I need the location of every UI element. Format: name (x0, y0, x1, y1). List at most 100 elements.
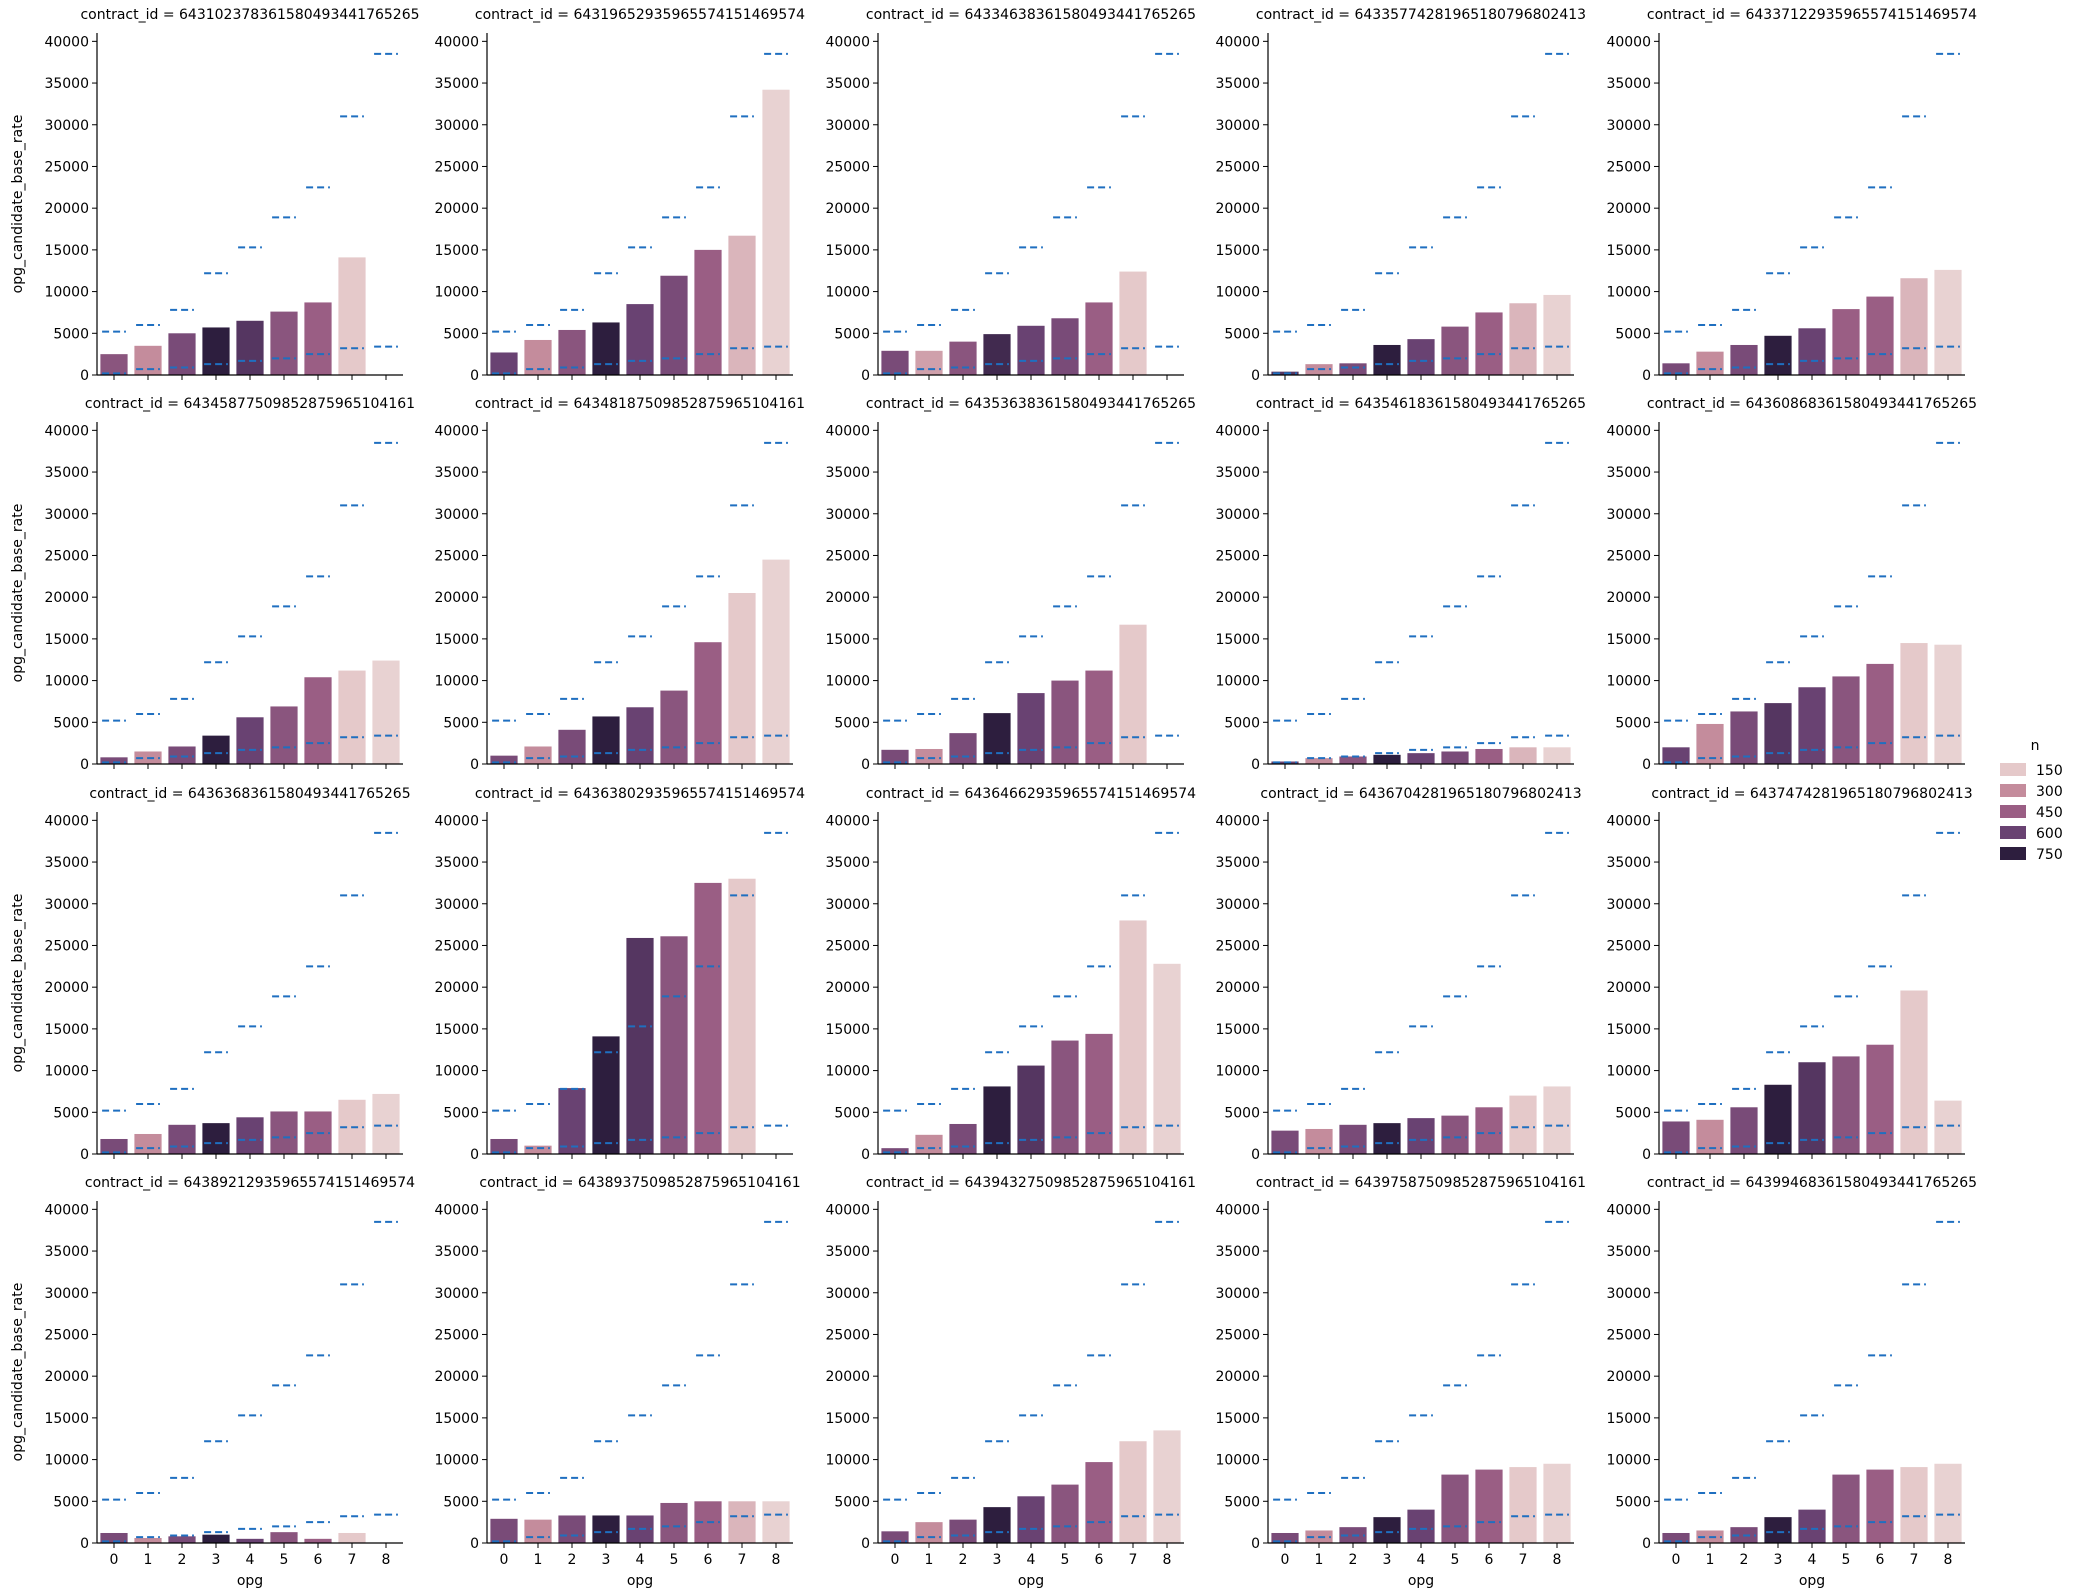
bar (1119, 1441, 1147, 1543)
panel-title: contract_id = 6438937509852875965104161 (479, 1175, 800, 1191)
y-tick-label: 30000 (825, 897, 870, 913)
x-tick-label: 4 (1417, 1552, 1426, 1568)
bar (524, 1145, 552, 1154)
panel-title: contract_id = 64345877509852875965104161 (85, 396, 415, 412)
y-tick-label: 20000 (1606, 201, 1651, 217)
y-tick-label: 20000 (434, 1369, 479, 1385)
y-tick-label: 25000 (1215, 938, 1260, 954)
legend-swatch (2000, 847, 2026, 860)
y-tick-label: 15000 (434, 1411, 479, 1427)
facet-panel: contract_id = 6436704281965180796802413 0… (1215, 786, 1581, 1163)
panel-title: contract_id = 64354618361580493441765265 (1256, 396, 1586, 412)
bar (660, 1502, 688, 1543)
bar (592, 1036, 620, 1154)
y-tick-label: 20000 (1215, 201, 1260, 217)
y-tick-label: 10000 (1606, 285, 1651, 301)
x-tick-label: 8 (1163, 1552, 1172, 1568)
bar (1764, 1517, 1792, 1543)
bar (592, 322, 620, 375)
facet-panel: contract_id = 64310237836158049344176526… (10, 7, 420, 384)
facet-panel: contract_id = 64334638361580493441765265… (825, 7, 1196, 384)
bar (270, 706, 298, 764)
bar (1696, 351, 1724, 375)
x-axis-label: opg (1408, 1573, 1434, 1589)
y-tick-label: 35000 (1606, 465, 1651, 481)
panel-title: contract_id = 6437474281965180796802413 (1651, 786, 1972, 802)
y-tick-label: 35000 (434, 465, 479, 481)
bar (1441, 751, 1469, 764)
x-tick-label: 6 (704, 1552, 713, 1568)
bar (1271, 1532, 1299, 1543)
bar (236, 717, 264, 764)
y-tick-label: 20000 (434, 590, 479, 606)
y-tick-label: 25000 (825, 1327, 870, 1343)
y-tick-label: 30000 (44, 897, 89, 913)
y-tick-label: 0 (80, 1147, 89, 1163)
x-tick-label: 1 (534, 1552, 543, 1568)
bar (490, 1138, 518, 1154)
y-tick-label: 0 (1642, 757, 1651, 773)
panel-title: contract_id = 64337122935965574151469574 (1647, 7, 1977, 23)
y-tick-label: 0 (470, 1536, 479, 1552)
y-tick-label: 10000 (44, 674, 89, 690)
legend-label: 600 (2036, 826, 2063, 842)
bar (660, 275, 688, 375)
bar (1662, 363, 1690, 375)
y-tick-label: 40000 (434, 423, 479, 439)
x-axis-label: opg (237, 1573, 263, 1589)
y-tick-label: 10000 (825, 1453, 870, 1469)
legend-swatch (2000, 763, 2026, 776)
y-tick-label: 5000 (1615, 326, 1651, 342)
y-tick-label: 15000 (434, 1022, 479, 1038)
y-tick-label: 15000 (44, 632, 89, 648)
bar (1305, 1128, 1333, 1154)
x-tick-label: 8 (772, 1552, 781, 1568)
bar (1662, 747, 1690, 764)
bar (1798, 328, 1826, 375)
y-tick-label: 35000 (1215, 465, 1260, 481)
panel-title: contract_id = 64399468361580493441765265 (1647, 1175, 1977, 1191)
bar (1900, 1467, 1928, 1543)
bar (1934, 269, 1962, 375)
panel-title: contract_id = 64310237836158049344176526… (80, 7, 419, 23)
y-tick-label: 0 (80, 1536, 89, 1552)
bar (1407, 753, 1435, 764)
bar (762, 559, 790, 764)
legend-swatch (2000, 784, 2026, 797)
x-tick-label: 3 (1383, 1552, 1392, 1568)
facet-panel: contract_id = 64363802935965574151469574… (434, 786, 805, 1163)
y-tick-label: 10000 (1215, 674, 1260, 690)
y-tick-label: 35000 (1215, 855, 1260, 871)
y-tick-label: 25000 (44, 159, 89, 175)
bar (1475, 748, 1503, 764)
x-tick-label: 6 (1485, 1552, 1494, 1568)
x-tick-label: 3 (212, 1552, 221, 1568)
y-tick-label: 5000 (53, 715, 89, 731)
y-tick-label: 10000 (1606, 1064, 1651, 1080)
bar (949, 733, 977, 764)
bar (168, 333, 196, 375)
panel-title: contract_id = 64353638361580493441765265 (866, 396, 1196, 412)
x-tick-label: 7 (1129, 1552, 1138, 1568)
bar (660, 690, 688, 764)
y-tick-label: 30000 (1606, 118, 1651, 134)
bar (1509, 1095, 1537, 1154)
bar (304, 302, 332, 375)
y-tick-label: 20000 (1606, 980, 1651, 996)
y-tick-label: 5000 (834, 326, 870, 342)
y-tick-label: 25000 (434, 938, 479, 954)
y-tick-label: 15000 (44, 1411, 89, 1427)
facet-panel: contract_id = 64354618361580493441765265… (1215, 396, 1586, 773)
bar (1051, 680, 1079, 764)
x-tick-label: 1 (1315, 1552, 1324, 1568)
bar (1017, 693, 1045, 764)
y-tick-label: 25000 (825, 159, 870, 175)
bar (1543, 747, 1571, 764)
panel-title: contract_id = 64360868361580493441765265 (1647, 396, 1977, 412)
x-tick-label: 7 (738, 1552, 747, 1568)
legend-title: n (2031, 738, 2040, 754)
y-tick-label: 5000 (834, 1494, 870, 1510)
y-tick-label: 5000 (53, 1105, 89, 1121)
bar (1509, 747, 1537, 764)
y-tick-label: 5000 (443, 1105, 479, 1121)
